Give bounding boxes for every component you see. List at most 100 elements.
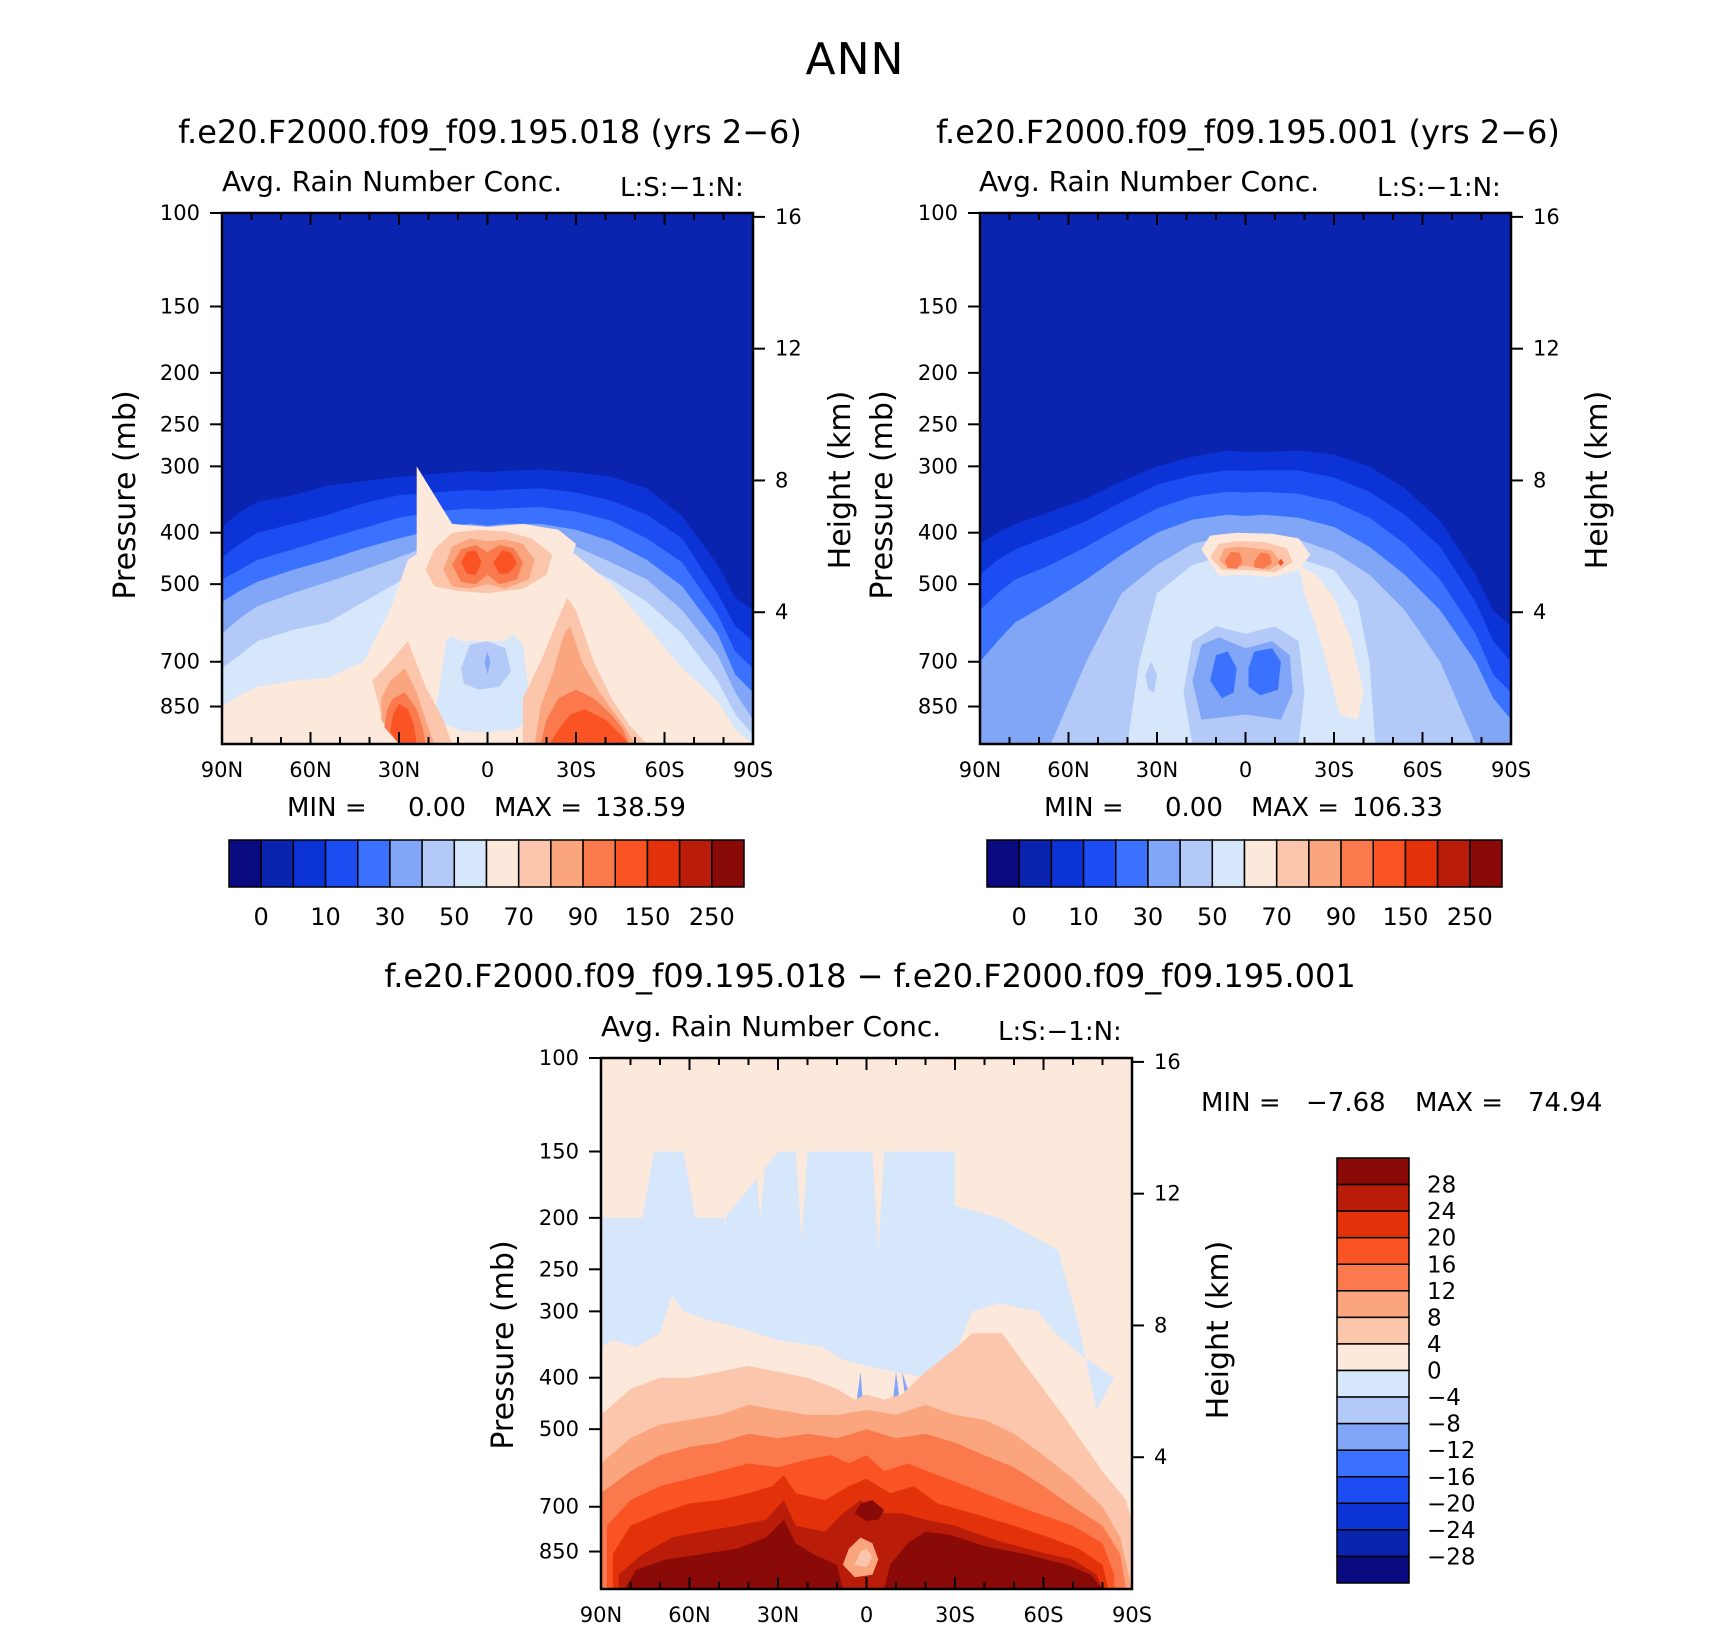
colorbar-label: 4 (1427, 1332, 1442, 1358)
x-tick-label: 0 (1239, 758, 1252, 782)
contour-region (854, 1500, 885, 1522)
contour-field (980, 213, 1511, 744)
y-tick-label: 200 (160, 361, 200, 385)
contour-region (1248, 648, 1281, 696)
colorbar-label: 70 (1261, 903, 1292, 931)
panel-001: f.e20.F2000.f09_f09.195.001 (yrs 2−6) Av… (865, 113, 1615, 931)
panel-018: f.e20.F2000.f09_f09.195.018 (yrs 2−6) Av… (108, 113, 858, 931)
y-tick-label: 150 (539, 1140, 579, 1164)
contour-region (901, 1371, 908, 1395)
y-tick-label: 700 (539, 1495, 579, 1519)
colorbar-swatch (1243, 839, 1278, 888)
panel-diff-min-value: −7.68 (1306, 1088, 1386, 1118)
colorbar-swatch (324, 839, 359, 888)
colorbar-swatch (389, 839, 423, 888)
colorbar-label: 30 (1133, 903, 1164, 931)
panel-001-colorbar: 0 10 30 50 70 90 150 250 (986, 839, 1503, 931)
panel-001-min-value: 0.00 (1165, 793, 1223, 823)
panel-018-code-label: L:S:−1:N: (620, 173, 744, 203)
panel-001-max-value: 106.33 (1352, 793, 1443, 823)
contour-region (601, 1151, 1115, 1410)
colorbar-label: 150 (1383, 903, 1429, 931)
colorbar-swatch (614, 839, 649, 888)
panel-diff-y2label: Height (km) (1201, 1241, 1236, 1420)
y2-tick-label: 16 (775, 205, 802, 229)
colorbar-swatch (1336, 1502, 1410, 1531)
colorbar-label: −20 (1427, 1491, 1476, 1517)
x-tick-label: 90N (580, 1603, 622, 1627)
contour-region (1224, 552, 1243, 569)
y2-tick-label: 8 (1154, 1313, 1167, 1337)
panel-018-min-label: MIN = (287, 793, 367, 823)
colorbar-label: 0 (1427, 1359, 1442, 1385)
colorbar-swatch (1336, 1476, 1410, 1505)
x-tick-label: 60S (1402, 758, 1442, 782)
y-tick-label: 200 (918, 361, 958, 385)
panel-001-case-title: f.e20.F2000.f09_f09.195.001 (yrs 2−6) (936, 113, 1560, 151)
y-tick-label: 700 (918, 650, 958, 674)
y-tick-label: 400 (539, 1366, 579, 1390)
y-tick-label: 850 (539, 1540, 579, 1564)
x-tick-label: 60N (289, 758, 331, 782)
colorbar-swatch (550, 839, 584, 888)
panel-018-case-title: f.e20.F2000.f09_f09.195.018 (yrs 2−6) (178, 113, 802, 151)
colorbar-swatch (1336, 1529, 1410, 1558)
x-tick-label: 60S (644, 758, 684, 782)
contour-region (884, 1531, 1103, 1589)
colorbar-swatch (1404, 839, 1439, 888)
y2-tick-label: 12 (1533, 337, 1560, 361)
panel-018-colorbar: 0 10 30 50 70 90 150 250 (228, 839, 745, 931)
panel-018-ylabel: Pressure (mb) (108, 390, 143, 599)
y-tick-label: 500 (539, 1417, 579, 1441)
colorbar-label: 10 (310, 903, 341, 931)
colorbar-swatch (1275, 839, 1310, 888)
contour-region (893, 1371, 899, 1400)
x-tick-label: 30S (1314, 758, 1354, 782)
y2-tick-label: 12 (1154, 1182, 1181, 1206)
contour-region (754, 1151, 767, 1218)
colorbar-swatch (1336, 1236, 1410, 1265)
colorbar-swatch (1336, 1369, 1410, 1398)
y2-tick-label: 4 (775, 600, 788, 624)
colorbar-swatch (1050, 839, 1085, 888)
panel-diff-max-value: 74.94 (1528, 1088, 1602, 1118)
panel-001-min-label: MIN = (1044, 793, 1124, 823)
y-tick-label: 500 (160, 572, 200, 596)
panel-018-max-label: MAX = (494, 793, 582, 823)
colorbar-label: 50 (1197, 903, 1228, 931)
x-tick-label: 0 (481, 758, 494, 782)
panel-018-y2label: Height (km) (823, 391, 858, 570)
panel-diff-code-label: L:S:−1:N: (998, 1017, 1122, 1047)
colorbar-label: −24 (1427, 1518, 1476, 1544)
contour-region (719, 1151, 731, 1230)
colorbar-label: 90 (1326, 903, 1357, 931)
colorbar-swatch (517, 839, 552, 888)
colorbar-swatch (1469, 839, 1503, 888)
y-tick-label: 250 (918, 412, 958, 436)
contour-region (795, 1151, 808, 1240)
colorbar-swatch (1336, 1343, 1410, 1372)
y-tick-label: 400 (160, 521, 200, 545)
colorbar-swatch (1336, 1210, 1410, 1239)
x-tick-label: 60N (1047, 758, 1089, 782)
colorbar-label: −28 (1427, 1544, 1476, 1570)
colorbar-swatch (228, 839, 262, 888)
y2-tick-label: 16 (1154, 1050, 1181, 1074)
colorbar-swatch (646, 839, 681, 888)
panel-001-variable-label: Avg. Rain Number Conc. (979, 165, 1319, 198)
colorbar-label: 10 (1068, 903, 1099, 931)
colorbar-label: 90 (568, 903, 599, 931)
contour-region (1210, 651, 1237, 699)
contour-region (872, 1151, 885, 1251)
colorbar-swatch (485, 839, 520, 888)
colorbar-swatch (292, 839, 327, 888)
contour-region (484, 651, 491, 675)
colorbar-swatch (1336, 1263, 1410, 1292)
x-tick-label: 90N (201, 758, 243, 782)
panel-018-min-value: 0.00 (408, 793, 466, 823)
y-tick-label: 300 (918, 454, 958, 478)
colorbar-swatch (421, 839, 456, 888)
colorbar-label: 28 (1427, 1173, 1456, 1199)
x-tick-label: 30S (935, 1603, 975, 1627)
y-tick-label: 150 (918, 295, 958, 319)
